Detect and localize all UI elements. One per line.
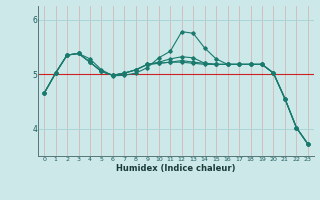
X-axis label: Humidex (Indice chaleur): Humidex (Indice chaleur) xyxy=(116,164,236,173)
